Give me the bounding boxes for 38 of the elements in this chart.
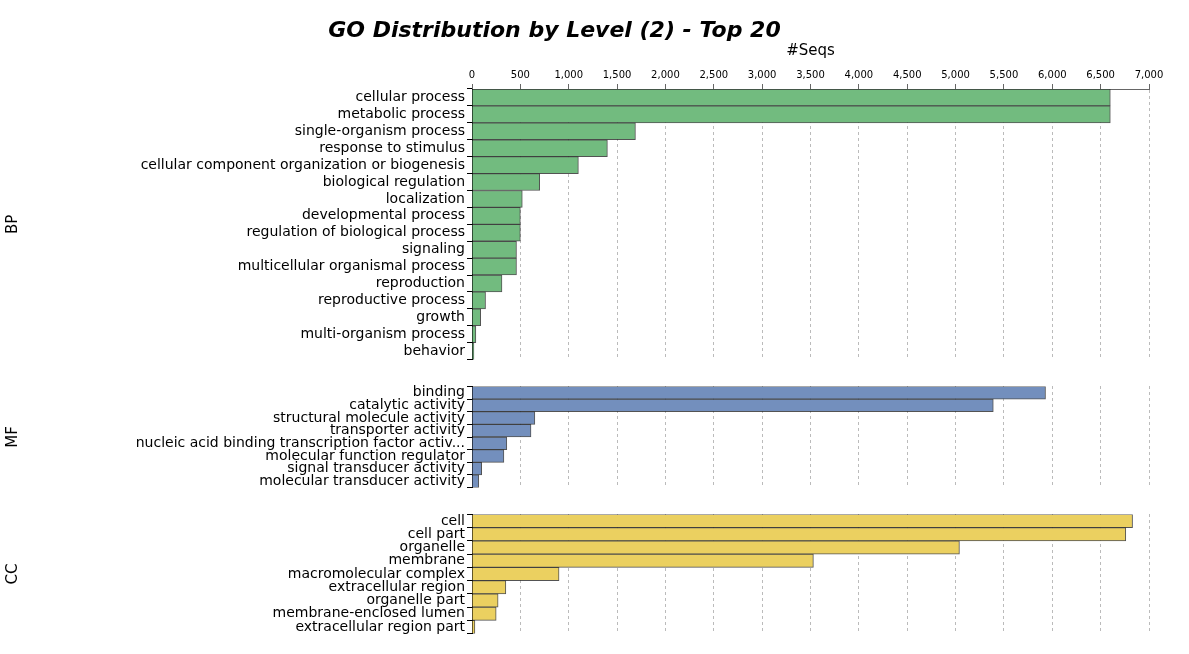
y-tick-label: signaling [401,240,465,257]
x-tick-label: 6,500 [1086,68,1115,80]
y-tick-label: response to stimulus [319,138,465,155]
x-tick-label: 1,000 [554,68,584,80]
x-tick-label: 5,000 [941,68,970,80]
x-tick-label: 0 [468,68,476,80]
x-tick-label: 2,000 [651,68,680,80]
x-tick-label: 500 [510,68,530,80]
x-tick-label: 6,000 [1037,68,1067,80]
y-tick-label: single-organism process [294,121,465,138]
y-tick-label: behavior [403,341,466,358]
x-tick-label: 3,500 [796,68,825,80]
y-axis-title: BP [2,214,21,234]
y-tick-label: growth [416,307,465,324]
y-tick-label: extracellular region part [295,617,466,634]
y-tick-label: regulation of biological process [246,223,465,240]
x-tick-label: 2,500 [699,68,729,80]
x-tick-label: 4,500 [892,68,922,80]
y-tick-label: reproduction [375,274,465,291]
y-axis-title: MF [2,426,21,448]
y-tick-label: reproductive process [318,291,465,308]
chart-title: GO Distribution by Level (2) - Top 20 [327,16,782,42]
x-tick-label: 4,000 [844,68,874,80]
y-tick-label: metabolic process [337,105,465,122]
y-tick-label: biological regulation [322,172,465,189]
x-tick-label: 1,500 [602,68,632,80]
x-tick-label: 3,000 [747,68,777,80]
y-tick-label: cellular process [355,88,465,105]
y-tick-label: binding [412,383,465,400]
y-tick-label: localization [385,189,465,206]
x-tick-label: 7,000 [1134,68,1164,80]
y-tick-label: multicellular organismal process [237,257,465,274]
x-axis-title: #Seqs [786,40,836,59]
y-tick-label: cellular component organization or biogenesis [140,155,465,172]
x-tick-label: 5,500 [989,68,1019,80]
y-tick-label: developmental process [301,206,465,223]
y-axis-title: CC [2,563,21,585]
y-tick-label: multi-organism process [300,324,465,341]
